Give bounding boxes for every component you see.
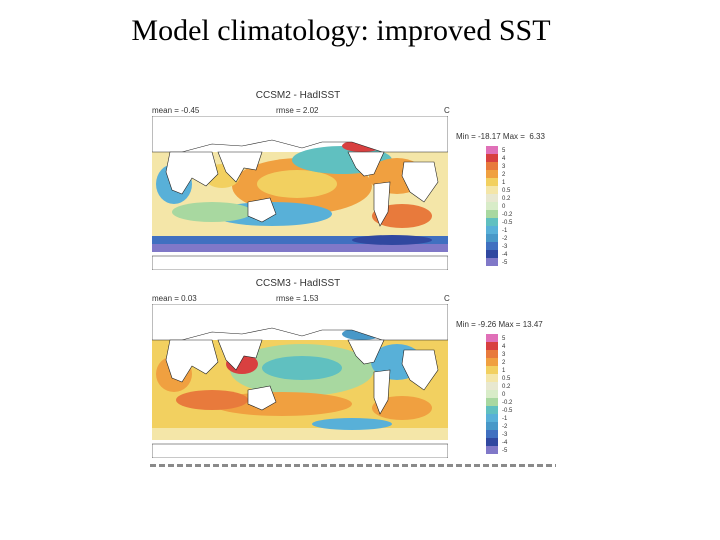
panel-ccsm2: CCSM2 - HadISST mean = -0.45 rmse = 2.02… xyxy=(148,88,558,276)
colorbar-label: 2 xyxy=(502,172,506,178)
rmse-value: 2.02 xyxy=(302,106,319,115)
colorbar: 5 4 3 2 1 0.5 0.2 0 -0.2 -0.5 -1 -2 -3 -… xyxy=(486,146,513,266)
colorbar-label: -3 xyxy=(502,432,508,438)
colorbar-label: 0.2 xyxy=(502,196,511,202)
colorbar-label: -2 xyxy=(502,236,508,242)
rmse-label: rmse = xyxy=(276,294,303,303)
colorbar-label: 3 xyxy=(502,164,506,170)
rmse-stat: rmse = 1.53 xyxy=(276,294,318,303)
colorbar-label: 0 xyxy=(502,392,506,398)
colorbar-label: 4 xyxy=(502,344,506,350)
colorbar-label: 0.5 xyxy=(502,188,511,194)
colorbar: 5 4 3 2 1 0.5 0.2 0 -0.2 -0.5 -1 -2 -3 -… xyxy=(486,334,513,454)
sst-bias-map xyxy=(152,116,448,270)
colorbar-label: 0.5 xyxy=(502,376,511,382)
unit-label: C xyxy=(444,294,450,303)
mean-value: 0.03 xyxy=(181,294,197,303)
colorbar-label: -0.2 xyxy=(502,400,513,406)
colorbar-label: -0.5 xyxy=(502,220,513,226)
colorbar-label: -0.5 xyxy=(502,408,513,414)
colorbar-label: -4 xyxy=(502,252,508,258)
colorbar-label: -3 xyxy=(502,244,508,250)
colorbar-label: -2 xyxy=(502,424,508,430)
colorbar-label: 0 xyxy=(502,204,506,210)
panel-title: CCSM3 - HadISST xyxy=(255,278,341,289)
colorbar-label: 2 xyxy=(502,360,506,366)
sst-bias-figure: CCSM2 - HadISST mean = -0.45 rmse = 2.02… xyxy=(148,88,558,466)
unit-label: C xyxy=(444,106,450,115)
colorbar-label: 1 xyxy=(502,368,506,374)
colorbar-label: -4 xyxy=(502,440,508,446)
panel-ccsm3: CCSM3 - HadISST mean = 0.03 rmse = 1.53 … xyxy=(148,276,558,464)
colorbar-label: 3 xyxy=(502,352,506,358)
panel-title: CCSM2 - HadISST xyxy=(255,90,341,101)
colorbar-label: -5 xyxy=(502,448,508,454)
mean-stat: mean = 0.03 xyxy=(152,294,197,303)
colorbar-label: 4 xyxy=(502,156,506,162)
colorbar-label: 5 xyxy=(502,148,506,154)
mean-label: mean = xyxy=(152,106,182,115)
slide-title: Model climatology: improved SST xyxy=(131,14,551,47)
colorbar-labels: 5 4 3 2 1 0.5 0.2 0 -0.2 -0.5 -1 -2 -3 -… xyxy=(502,148,513,266)
colorbar-label: -0.2 xyxy=(502,212,513,218)
colorbar-label: -1 xyxy=(502,228,508,234)
continents xyxy=(152,304,448,458)
rmse-value: 1.53 xyxy=(302,294,319,303)
colorbar-label: 5 xyxy=(502,336,506,342)
colorbar-label: -1 xyxy=(502,416,508,422)
colorbar-swatches xyxy=(486,146,498,266)
rmse-label: rmse = xyxy=(276,106,303,115)
min-max-label: Min = -18.17 Max = 6.33 xyxy=(456,132,545,141)
mean-stat: mean = -0.45 xyxy=(152,106,199,115)
colorbar-swatches xyxy=(486,334,498,454)
colorbar-labels: 5 4 3 2 1 0.5 0.2 0 -0.2 -0.5 -1 -2 -3 -… xyxy=(502,336,513,454)
colorbar-label: 0.2 xyxy=(502,384,511,390)
figure-caption-placeholder xyxy=(150,464,556,467)
mean-label: mean = xyxy=(152,294,182,303)
min-max-label: Min = -9.26 Max = 13.47 xyxy=(456,320,543,329)
sst-bias-map xyxy=(152,304,448,458)
mean-value: -0.45 xyxy=(181,106,200,115)
rmse-stat: rmse = 2.02 xyxy=(276,106,318,115)
continents xyxy=(152,116,448,270)
colorbar-label: -5 xyxy=(502,260,508,266)
colorbar-label: 1 xyxy=(502,180,506,186)
